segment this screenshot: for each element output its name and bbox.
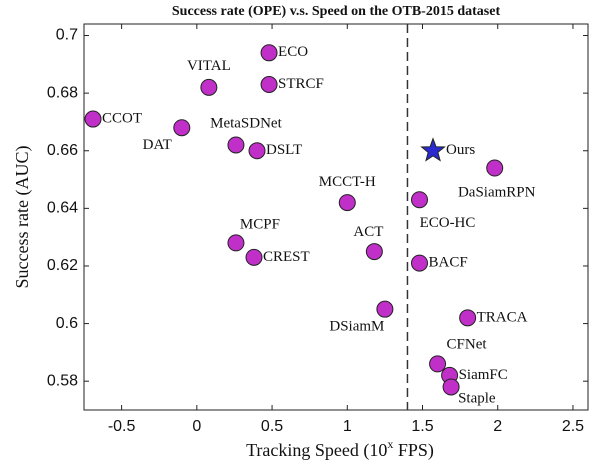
point — [173, 119, 191, 137]
chart-title: Success rate (OPE) v.s. Speed on the OTB… — [172, 4, 501, 19]
point — [248, 142, 266, 160]
point-label: TRACA — [477, 309, 528, 325]
x-tick-label: 0 — [192, 418, 201, 435]
x-tick-label: 0.5 — [261, 418, 283, 435]
point — [227, 136, 245, 154]
point — [486, 159, 504, 177]
x-label-sup: x — [387, 437, 393, 451]
point-label: MetaSDNet — [210, 115, 282, 131]
y-tick-label: 0.68 — [47, 84, 78, 101]
y-tick-label: 0.6 — [56, 315, 78, 332]
point-label: CFNet — [447, 336, 488, 352]
y-tick-label: 0.58 — [47, 372, 78, 389]
point-label: SiamFC — [459, 367, 508, 383]
x-tick-label: 2 — [493, 418, 502, 435]
point-label: STRCF — [278, 76, 324, 92]
point — [84, 110, 102, 128]
point — [442, 378, 460, 396]
star-marker — [420, 137, 446, 162]
point-label: VITAL — [187, 58, 231, 74]
y-tick-label: 0.66 — [47, 142, 78, 159]
point — [227, 234, 245, 252]
point-label: BACF — [428, 255, 467, 271]
point-label: DSiamM — [329, 319, 384, 335]
point — [410, 254, 428, 272]
point-label: DaSiamRPN — [458, 184, 536, 200]
y-axis-label: Success rate (AUC) — [12, 146, 33, 289]
point-label: DAT — [143, 137, 172, 153]
point-label: ECO-HC — [420, 215, 476, 231]
point-label: ECO — [278, 44, 308, 60]
point — [200, 78, 218, 96]
point — [260, 44, 278, 62]
point-label: CCOT — [102, 110, 142, 126]
y-tick-label: 0.62 — [47, 257, 78, 274]
point — [245, 248, 263, 266]
y-tick-label: 0.64 — [47, 200, 78, 217]
x-tick-label: 1 — [343, 418, 352, 435]
x-tick-label: -0.5 — [108, 418, 136, 435]
x-label-text: Tracking Speed (10 — [246, 440, 387, 461]
y-tick-label: 0.7 — [56, 27, 78, 44]
point — [410, 191, 428, 209]
point-label: DSLT — [266, 142, 302, 158]
point-label: ACT — [353, 224, 383, 240]
x-tick-label: 2.5 — [562, 418, 584, 435]
point-label: Ours — [446, 142, 475, 158]
point — [376, 300, 394, 318]
point — [459, 309, 477, 327]
point-label: MCPF — [240, 216, 280, 232]
plot-frame — [83, 23, 589, 411]
x-tick-label: 1.5 — [411, 418, 433, 435]
point — [365, 243, 383, 261]
point — [429, 355, 447, 373]
point — [338, 194, 356, 212]
x-label-text: FPS) — [393, 440, 434, 461]
point-label: Staple — [458, 390, 496, 406]
point-label: CREST — [263, 249, 310, 265]
point — [260, 75, 278, 93]
x-axis-label: Tracking Speed (10x FPS) — [246, 437, 434, 461]
point-label: MCCT-H — [319, 174, 376, 190]
